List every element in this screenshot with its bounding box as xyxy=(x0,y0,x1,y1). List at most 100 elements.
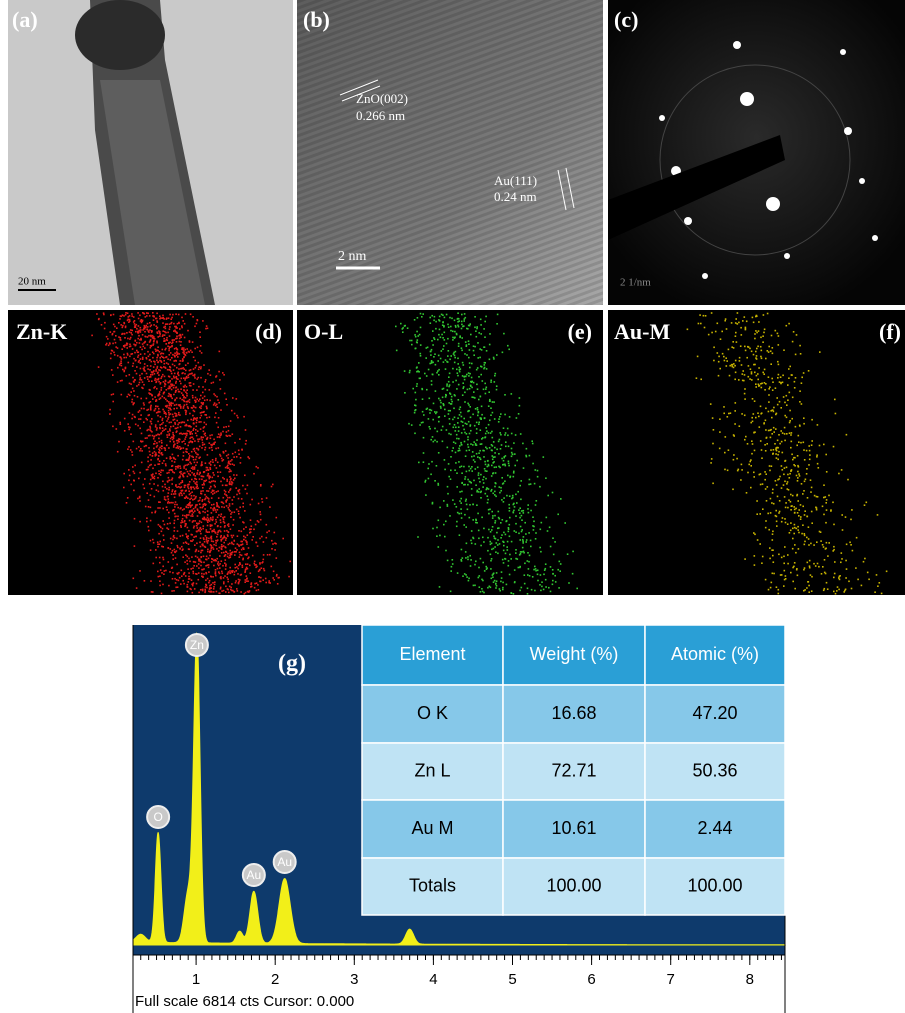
map-dot xyxy=(765,520,767,522)
map-dot xyxy=(185,469,187,471)
map-dot xyxy=(136,385,138,387)
map-dot xyxy=(704,327,706,329)
map-dot xyxy=(215,460,217,462)
map-dot xyxy=(449,410,451,412)
map-dot xyxy=(165,367,167,369)
map-dot xyxy=(792,548,794,550)
map-dot xyxy=(199,474,201,476)
map-dot xyxy=(751,373,753,375)
map-dot xyxy=(748,376,750,378)
map-dot xyxy=(153,353,155,355)
map-dot xyxy=(187,400,189,402)
map-dot xyxy=(848,581,850,583)
map-dot xyxy=(142,388,144,390)
map-dot xyxy=(550,591,552,593)
map-dot xyxy=(228,592,230,594)
map-dot xyxy=(142,381,144,383)
map-dot xyxy=(458,345,460,347)
map-dot xyxy=(183,447,185,449)
map-dot xyxy=(184,337,186,339)
map-dot xyxy=(164,524,166,526)
map-dot xyxy=(149,429,151,431)
map-dot xyxy=(239,489,241,491)
map-dot xyxy=(505,465,507,467)
map-dot xyxy=(156,381,158,383)
map-dot xyxy=(433,403,435,405)
map-dot xyxy=(146,312,148,314)
map-dot xyxy=(230,478,232,480)
map-dot xyxy=(160,453,162,455)
map-dot xyxy=(207,510,209,512)
map-dot xyxy=(197,557,199,559)
map-dot xyxy=(181,520,183,522)
map-dot xyxy=(254,561,256,563)
map-dot xyxy=(777,333,779,335)
map-dot xyxy=(211,504,213,506)
map-dot xyxy=(180,368,182,370)
map-dot xyxy=(239,438,241,440)
map-dot xyxy=(173,408,175,410)
map-dot xyxy=(784,440,786,442)
map-dot xyxy=(409,370,411,372)
map-dot xyxy=(288,576,290,578)
map-dot xyxy=(215,448,217,450)
map-dot xyxy=(476,432,478,434)
map-dot xyxy=(745,350,747,352)
map-dot xyxy=(203,568,205,570)
map-dot xyxy=(768,394,770,396)
map-dot xyxy=(169,430,171,432)
map-dot xyxy=(797,455,799,457)
map-dot xyxy=(484,346,486,348)
map-dot xyxy=(820,531,822,533)
map-dot xyxy=(881,593,883,595)
map-dot xyxy=(159,580,161,582)
map-dot xyxy=(475,443,477,445)
map-dot xyxy=(208,500,210,502)
map-dot xyxy=(182,481,184,483)
map-dot xyxy=(183,367,185,369)
map-dot xyxy=(190,373,192,375)
map-dot xyxy=(160,569,162,571)
map-dot xyxy=(433,441,435,443)
map-dot xyxy=(768,401,770,403)
map-dot xyxy=(276,517,278,519)
map-dot xyxy=(775,480,777,482)
map-dot xyxy=(756,513,758,515)
map-dot xyxy=(155,349,157,351)
map-dot xyxy=(735,402,737,404)
map-dot xyxy=(560,498,562,500)
map-dot xyxy=(523,467,525,469)
map-dot xyxy=(754,564,756,566)
map-dot xyxy=(553,554,555,556)
map-dot xyxy=(254,587,256,589)
map-dot xyxy=(173,339,175,341)
map-dot xyxy=(207,475,209,477)
map-dot xyxy=(509,554,511,556)
map-dot xyxy=(437,483,439,485)
map-dot xyxy=(203,537,205,539)
map-dot xyxy=(769,465,771,467)
map-dot xyxy=(810,491,812,493)
map-dot xyxy=(494,375,496,377)
map-dot xyxy=(469,362,471,364)
map-dot xyxy=(217,517,219,519)
map-dot xyxy=(491,449,493,451)
map-dot xyxy=(487,499,489,501)
map-dot xyxy=(449,317,451,319)
map-dot xyxy=(121,380,123,382)
map-dot xyxy=(770,350,772,352)
map-dot xyxy=(150,494,152,496)
map-dot xyxy=(471,494,473,496)
map-dot xyxy=(806,450,808,452)
map-dot xyxy=(218,514,220,516)
map-dot xyxy=(752,317,754,319)
map-dot xyxy=(186,404,188,406)
map-dot xyxy=(197,430,199,432)
map-dot xyxy=(204,400,206,402)
map-dot xyxy=(809,560,811,562)
map-dot xyxy=(498,418,500,420)
map-dot xyxy=(200,428,202,430)
map-dot xyxy=(159,541,161,543)
map-dot xyxy=(459,466,461,468)
map-dot xyxy=(207,514,209,516)
